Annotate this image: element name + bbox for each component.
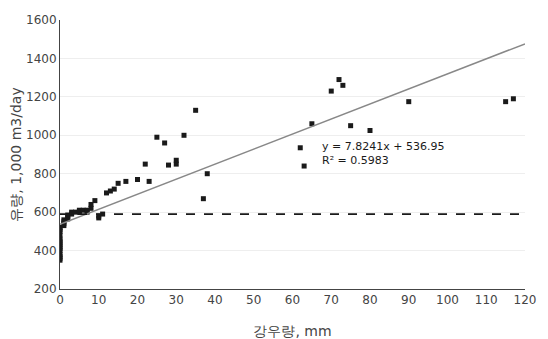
svg-text:30: 30 (169, 293, 184, 307)
svg-text:110: 110 (475, 293, 498, 307)
svg-text:1200: 1200 (26, 90, 57, 104)
svg-text:40: 40 (207, 293, 222, 307)
svg-text:80: 80 (362, 293, 377, 307)
svg-text:0: 0 (56, 293, 64, 307)
svg-text:유량, 1,000 m3/day: 유량, 1,000 m3/day (8, 87, 24, 221)
svg-text:y = 7.8241x + 536.95R² = 0.598: y = 7.8241x + 536.95R² = 0.5983 (322, 140, 444, 167)
svg-text:70: 70 (324, 293, 339, 307)
svg-text:400: 400 (34, 244, 57, 258)
svg-text:강우량, mm: 강우량, mm (253, 323, 331, 339)
svg-text:50: 50 (246, 293, 261, 307)
svg-text:800: 800 (34, 167, 57, 181)
svg-text:600: 600 (34, 205, 57, 219)
svg-text:60: 60 (285, 293, 300, 307)
svg-text:200: 200 (34, 282, 57, 296)
svg-text:100: 100 (436, 293, 459, 307)
svg-text:1600: 1600 (26, 13, 57, 27)
svg-text:20: 20 (130, 293, 145, 307)
svg-text:10: 10 (91, 293, 106, 307)
svg-text:1400: 1400 (26, 52, 57, 66)
svg-text:1000: 1000 (26, 128, 57, 142)
svg-text:120: 120 (514, 293, 537, 307)
svg-text:90: 90 (401, 293, 416, 307)
